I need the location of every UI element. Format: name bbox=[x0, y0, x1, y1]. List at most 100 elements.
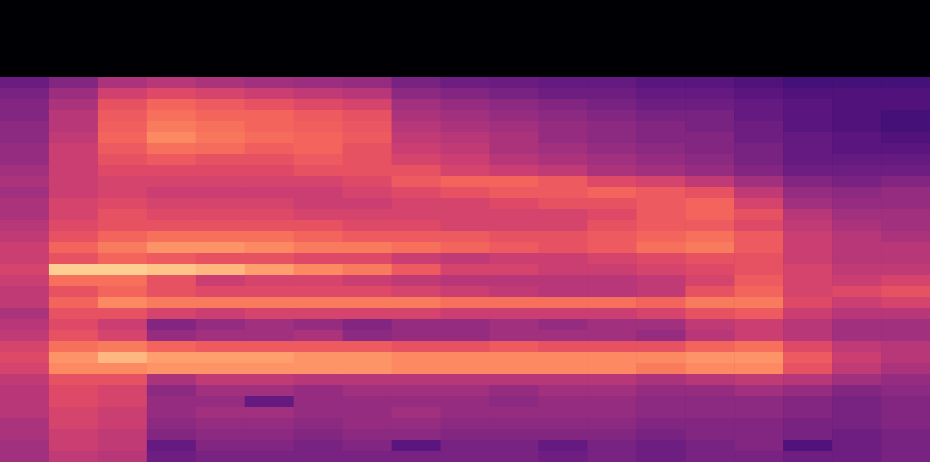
heatmap-cell bbox=[636, 154, 686, 166]
heatmap-cell bbox=[587, 110, 637, 122]
heatmap-cell bbox=[881, 99, 930, 111]
heatmap-cell bbox=[49, 286, 99, 298]
heatmap-cell bbox=[783, 440, 833, 452]
heatmap-cell bbox=[832, 55, 882, 67]
heatmap-cell bbox=[98, 165, 148, 177]
heatmap-cell bbox=[832, 176, 882, 188]
heatmap-cell bbox=[49, 198, 99, 210]
heatmap-cell bbox=[538, 143, 588, 155]
heatmap-cell bbox=[196, 330, 246, 342]
heatmap-cell bbox=[245, 374, 295, 386]
heatmap-cell bbox=[783, 385, 833, 397]
heatmap-cell bbox=[685, 77, 735, 89]
heatmap-cell bbox=[587, 275, 637, 287]
heatmap-cell bbox=[98, 231, 148, 243]
heatmap-cell bbox=[783, 407, 833, 419]
heatmap-cell bbox=[685, 242, 735, 254]
heatmap-cell bbox=[538, 330, 588, 342]
heatmap-cell bbox=[881, 143, 930, 155]
heatmap-cell bbox=[343, 132, 393, 144]
heatmap-cell bbox=[538, 374, 588, 386]
heatmap-cell bbox=[343, 308, 393, 320]
heatmap-cell bbox=[245, 429, 295, 441]
heatmap-cell bbox=[734, 88, 784, 100]
heatmap-cell bbox=[538, 187, 588, 199]
heatmap-cell bbox=[587, 220, 637, 232]
heatmap-cell bbox=[98, 319, 148, 331]
heatmap-cell bbox=[343, 407, 393, 419]
heatmap-cell bbox=[636, 286, 686, 298]
heatmap-cell bbox=[49, 209, 99, 221]
heatmap-cell bbox=[245, 44, 295, 56]
heatmap-cell bbox=[147, 121, 197, 133]
heatmap-cell bbox=[832, 0, 882, 12]
heatmap-cell bbox=[881, 352, 930, 364]
heatmap-cell bbox=[392, 319, 442, 331]
heatmap-cell bbox=[685, 231, 735, 243]
heatmap-cell bbox=[734, 110, 784, 122]
heatmap-cell bbox=[441, 99, 491, 111]
heatmap-cell bbox=[392, 286, 442, 298]
heatmap-cell bbox=[587, 22, 637, 34]
heatmap-cell bbox=[832, 418, 882, 430]
heatmap-cell bbox=[392, 121, 442, 133]
heatmap-cell bbox=[392, 330, 442, 342]
heatmap-cell bbox=[0, 99, 50, 111]
heatmap-cell bbox=[0, 253, 50, 265]
heatmap-cell bbox=[783, 77, 833, 89]
heatmap-cell bbox=[538, 319, 588, 331]
heatmap-cell bbox=[196, 66, 246, 78]
heatmap-cell bbox=[392, 99, 442, 111]
heatmap-cell bbox=[392, 231, 442, 243]
heatmap-cell bbox=[245, 143, 295, 155]
heatmap-cell bbox=[196, 22, 246, 34]
heatmap-cell bbox=[636, 275, 686, 287]
heatmap-cell bbox=[489, 110, 539, 122]
heatmap-cell bbox=[783, 253, 833, 265]
heatmap-cell bbox=[489, 308, 539, 320]
heatmap-cell bbox=[245, 407, 295, 419]
heatmap-cell bbox=[343, 33, 393, 45]
heatmap-cell bbox=[685, 55, 735, 67]
heatmap-cell bbox=[587, 176, 637, 188]
heatmap-cell bbox=[98, 11, 148, 23]
heatmap-cell bbox=[881, 429, 930, 441]
heatmap-cell bbox=[636, 165, 686, 177]
heatmap-cell bbox=[783, 154, 833, 166]
heatmap-cell bbox=[489, 22, 539, 34]
heatmap-cell bbox=[441, 253, 491, 265]
heatmap-cell bbox=[147, 341, 197, 353]
heatmap-cell bbox=[441, 363, 491, 375]
heatmap-cell bbox=[147, 11, 197, 23]
heatmap-cell bbox=[98, 429, 148, 441]
heatmap-cell bbox=[49, 55, 99, 67]
heatmap-cell bbox=[538, 88, 588, 100]
heatmap-cell bbox=[245, 77, 295, 89]
heatmap-cell bbox=[734, 77, 784, 89]
heatmap-cell bbox=[294, 0, 344, 12]
heatmap-cell bbox=[636, 121, 686, 133]
heatmap-cell bbox=[245, 132, 295, 144]
heatmap-cell bbox=[734, 44, 784, 56]
heatmap-cell bbox=[587, 352, 637, 364]
heatmap-cell bbox=[0, 44, 50, 56]
heatmap-cell bbox=[294, 121, 344, 133]
heatmap-cell bbox=[832, 77, 882, 89]
heatmap-cell bbox=[636, 11, 686, 23]
heatmap-cell bbox=[832, 110, 882, 122]
heatmap-cell bbox=[343, 297, 393, 309]
heatmap-cell bbox=[538, 231, 588, 243]
heatmap-cell bbox=[49, 264, 99, 276]
heatmap-cell bbox=[685, 99, 735, 111]
heatmap-cell bbox=[343, 66, 393, 78]
heatmap-cell bbox=[489, 132, 539, 144]
heatmap-cell bbox=[196, 209, 246, 221]
heatmap-cell bbox=[49, 22, 99, 34]
heatmap-cell bbox=[636, 33, 686, 45]
heatmap-cell bbox=[636, 99, 686, 111]
heatmap-cell bbox=[538, 0, 588, 12]
heatmap-cell bbox=[98, 209, 148, 221]
heatmap-cell bbox=[441, 154, 491, 166]
heatmap-cell bbox=[441, 176, 491, 188]
heatmap-cell bbox=[832, 341, 882, 353]
